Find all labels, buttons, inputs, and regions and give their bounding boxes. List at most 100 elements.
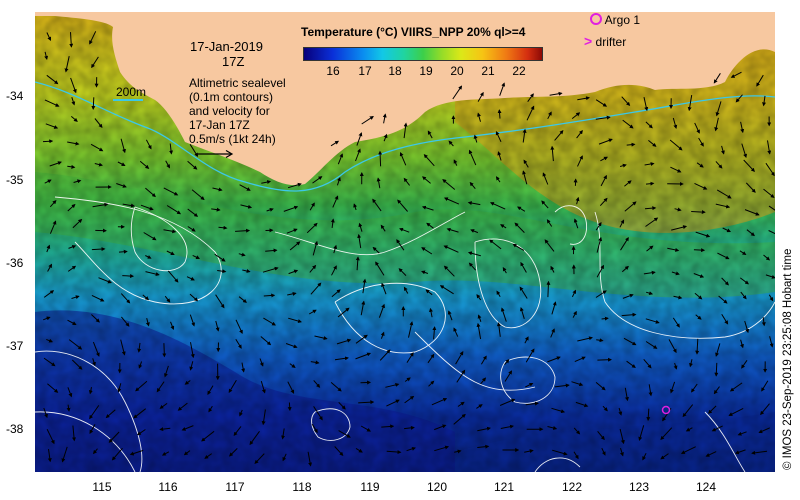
velocity-vector [643, 358, 652, 369]
velocity-vector [670, 381, 676, 394]
velocity-vector [527, 93, 534, 102]
velocity-vector [624, 201, 637, 212]
velocity-vector [689, 359, 693, 368]
velocity-vector [713, 386, 720, 395]
velocity-vector [576, 130, 583, 139]
velocity-vector [477, 112, 481, 122]
velocity-vector [596, 264, 604, 278]
velocity-vector [598, 138, 613, 145]
velocity-vector [447, 310, 453, 321]
velocity-vector [442, 179, 456, 190]
velocity-vector [338, 401, 346, 410]
velocity-vector [362, 278, 367, 294]
velocity-vector [761, 317, 766, 327]
velocity-vector [287, 381, 295, 394]
velocity-vector [443, 265, 455, 277]
velocity-vector [383, 133, 388, 142]
velocity-vector [760, 403, 770, 416]
velocity-vector [72, 425, 77, 442]
velocity-vector [546, 280, 551, 298]
velocity-vector [201, 430, 215, 442]
velocity-vector [621, 265, 629, 273]
velocity-vector [714, 117, 719, 132]
velocity-vector [671, 225, 688, 231]
velocity-vector [767, 140, 772, 155]
velocity-vector [694, 122, 700, 134]
velocity-vector [330, 140, 340, 147]
velocity-vector [645, 341, 658, 349]
velocity-vector [758, 427, 771, 434]
velocity-vector [215, 294, 225, 309]
velocity-vector [600, 174, 607, 187]
velocity-vector [70, 77, 77, 94]
drifter-chevron-icon: > [584, 33, 593, 49]
velocity-vector [263, 293, 276, 298]
velocity-vector [497, 109, 502, 119]
velocity-vector [644, 162, 655, 166]
velocity-vector [120, 339, 126, 356]
velocity-vector [143, 232, 157, 241]
velocity-vector [514, 222, 525, 233]
velocity-vector [504, 370, 513, 382]
velocity-vector [740, 291, 747, 300]
velocity-vector [623, 337, 637, 346]
velocity-vector [43, 357, 56, 367]
velocity-vector [406, 446, 416, 452]
velocity-vector [500, 307, 507, 322]
velocity-vector [523, 159, 529, 168]
velocity-vector [434, 445, 450, 452]
y-axis-label: -37 [6, 339, 24, 353]
velocity-vector [756, 74, 764, 87]
velocity-vector [734, 449, 746, 455]
velocity-vector [660, 453, 669, 460]
velocity-vector [761, 380, 769, 392]
velocity-vector [695, 231, 711, 238]
velocity-scale-arrow [197, 149, 234, 159]
velocity-vector [45, 123, 59, 129]
velocity-vector [47, 383, 59, 393]
velocity-vector [573, 218, 579, 229]
velocity-vector [254, 453, 265, 465]
velocity-vector [161, 451, 170, 456]
velocity-vector [92, 358, 96, 367]
velocity-vector [425, 289, 433, 296]
velocity-vector [740, 339, 744, 349]
velocity-vector [547, 426, 558, 430]
velocity-vector [470, 229, 479, 234]
velocity-vector [44, 51, 49, 60]
velocity-vector [621, 312, 637, 317]
velocity-vector [476, 322, 482, 340]
velocity-vector [91, 56, 99, 69]
velocity-vector [446, 227, 459, 233]
velocity-vector [67, 265, 77, 272]
temperature-colorbar [303, 47, 543, 61]
velocity-vector [313, 380, 321, 388]
velocity-vector [312, 176, 323, 184]
velocity-vector [355, 256, 360, 271]
map-time: 17Z [222, 54, 245, 69]
x-axis-label: 124 [695, 480, 717, 494]
velocity-vector [286, 228, 298, 234]
velocity-vector [356, 132, 363, 146]
colorbar-tick: 19 [419, 64, 433, 78]
colorbar-tick: 18 [388, 64, 402, 78]
velocity-vector [167, 270, 179, 283]
velocity-vector [737, 431, 747, 436]
velocity-vector [399, 227, 410, 233]
velocity-vector [645, 217, 659, 227]
velocity-vector [44, 99, 60, 107]
velocity-vector [381, 282, 387, 295]
velocity-vector [281, 428, 286, 440]
velocity-vector [49, 199, 57, 208]
velocity-vector [164, 365, 169, 378]
velocity-vector [67, 141, 80, 146]
velocity-vector [111, 447, 123, 461]
velocity-vector [668, 339, 677, 354]
velocity-vector [187, 226, 196, 232]
velocity-vector [69, 32, 74, 48]
velocity-vector [682, 404, 694, 418]
velocity-vector [49, 220, 57, 234]
velocity-vector [239, 409, 243, 417]
velocity-vector [287, 402, 292, 412]
velocity-vector [164, 295, 171, 303]
